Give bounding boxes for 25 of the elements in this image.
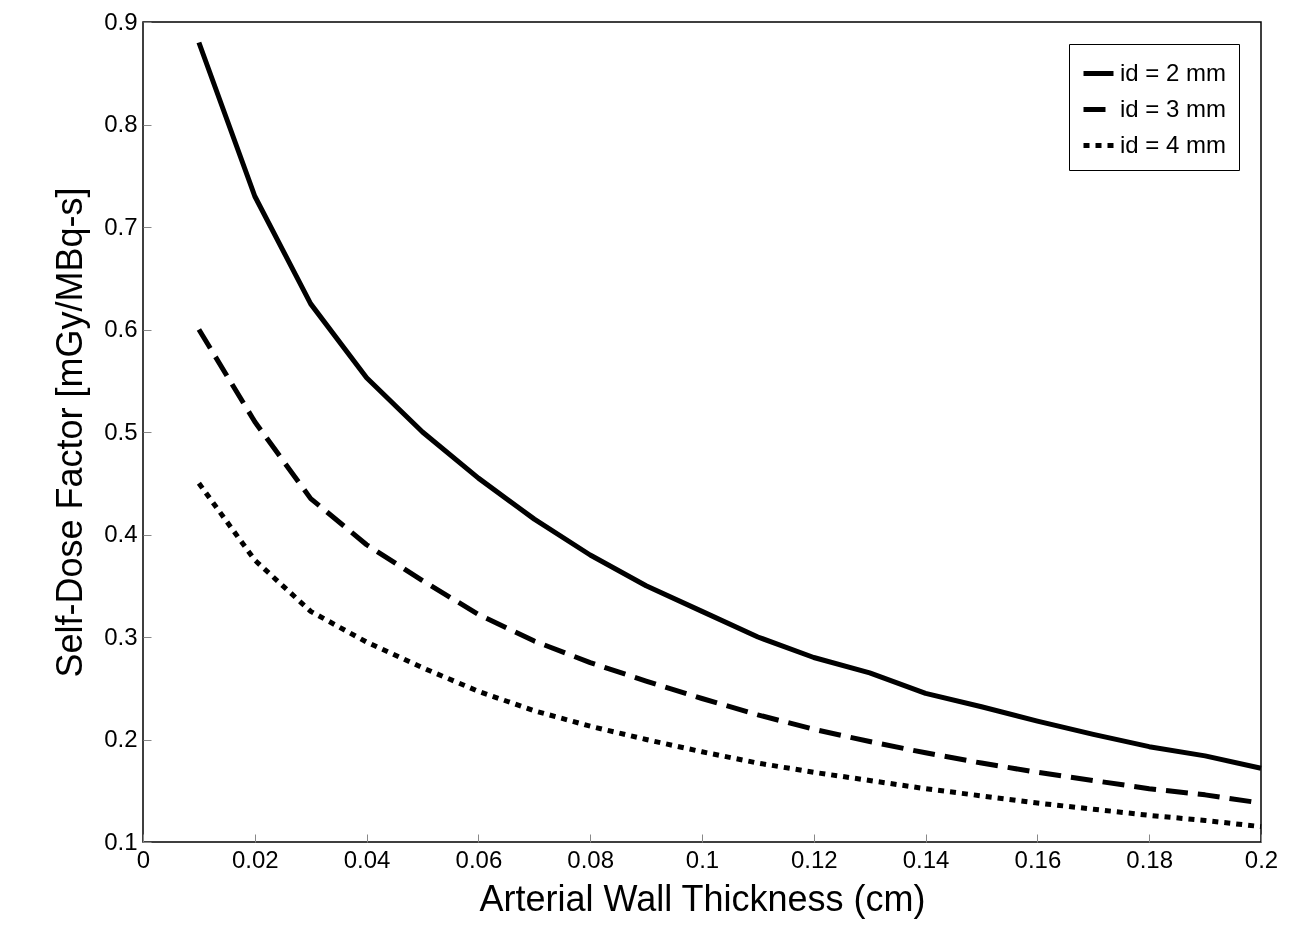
y-tick-label: 0.3	[104, 622, 138, 650]
legend-label: id = 2 mm	[1120, 58, 1227, 86]
y-tick-label: 0.8	[104, 110, 138, 137]
y-tick-label: 0.5	[104, 417, 138, 445]
y-tick-label: 0.4	[104, 520, 138, 547]
x-axis-title: Arterial Wall Thickness (cm)	[479, 877, 926, 919]
x-tick-label: 0.06	[455, 845, 503, 873]
legend-label: id = 3 mm	[1120, 94, 1227, 122]
x-tick-label: 0.2	[1244, 845, 1279, 873]
y-tick-label: 0.7	[104, 212, 138, 240]
x-tick-label: 0.02	[231, 845, 279, 873]
x-tick-label: 0.04	[343, 845, 391, 873]
x-tick-label: 0.18	[1126, 845, 1174, 873]
x-tick-label: 0.12	[790, 845, 838, 873]
x-tick-label: 0.14	[902, 845, 950, 873]
y-tick-label: 0.1	[104, 827, 138, 855]
legend-label: id = 4 mm	[1120, 130, 1227, 158]
y-tick-label: 0.2	[104, 725, 138, 752]
y-tick-label: 0.9	[104, 7, 138, 35]
x-tick-label: 0.1	[685, 845, 720, 873]
x-tick-label: 0.16	[1014, 845, 1062, 873]
y-tick-label: 0.6	[104, 315, 138, 342]
x-tick-label: 0.08	[567, 845, 615, 873]
x-tick-label: 0	[136, 845, 151, 873]
y-axis-title: Self-Dose Factor [mGy/MBq-s]	[49, 187, 91, 678]
